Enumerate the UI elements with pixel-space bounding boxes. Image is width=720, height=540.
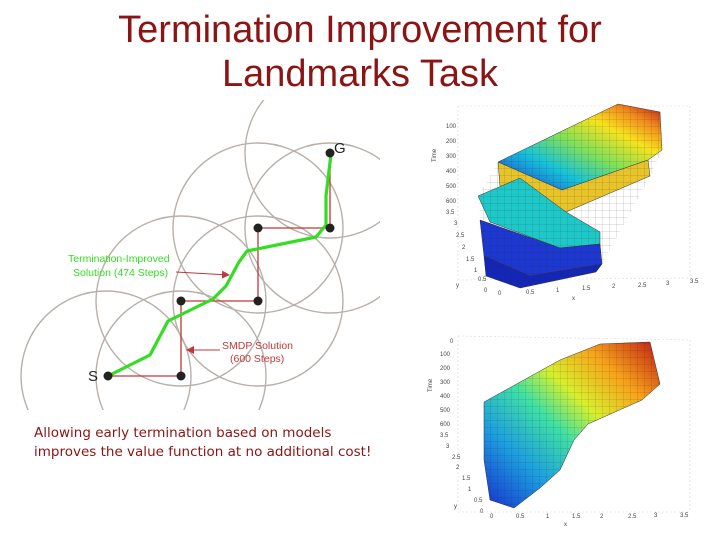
bottom-x-tick: 0.5 — [516, 514, 525, 520]
bottom-y-tick: 0 — [480, 509, 484, 515]
bottom-y-tick: 1.5 — [462, 476, 471, 482]
top-z-tick: 100 — [446, 124, 457, 130]
smdp-label-line-2: (600 Steps) — [230, 353, 284, 365]
landmark-circle — [20, 290, 192, 410]
top-z-tick: 600 — [446, 199, 457, 205]
top-x-tick: 3 — [666, 281, 670, 287]
landmark-circle — [244, 100, 380, 239]
bottom-x-tick: 1.5 — [572, 514, 581, 520]
top-y-tick: 0.5 — [478, 277, 487, 283]
improved-arrow — [175, 270, 230, 279]
bottom-z-tick: 600 — [440, 422, 451, 428]
bottom-z-tick: 400 — [440, 394, 451, 400]
bottom-y-tick: 2.5 — [452, 455, 461, 461]
goal-landmark — [325, 148, 335, 158]
start-landmark — [103, 371, 113, 381]
start-label: S — [88, 368, 98, 385]
bottom-y-tick: 1 — [468, 487, 472, 493]
landmark-points — [103, 148, 335, 381]
bottom-z-tick: 300 — [440, 380, 451, 386]
improved-label-line-1: Termination-Improved — [68, 253, 170, 265]
top-x-tick: 2 — [612, 284, 616, 290]
landmark-circle — [172, 142, 344, 314]
landmark-dot — [325, 223, 335, 233]
bottom-plot-box — [457, 335, 691, 513]
top-z-tick: 200 — [446, 139, 457, 145]
slide-caption: Allowing early termination based on mode… — [34, 425, 372, 460]
top-y-tick: 2.5 — [456, 233, 465, 239]
goal-label: G — [334, 140, 346, 157]
landmark-dot — [176, 371, 186, 381]
top-surface-plot: 100 200 300 400 500 600 Time 3.5 3 2.5 2… — [432, 103, 699, 302]
bottom-y-label: y — [454, 504, 457, 510]
slide-title: Termination Improvement for Landmarks Ta… — [40, 8, 680, 96]
bottom-z-tick: 200 — [440, 366, 451, 372]
top-z-ticks: 100 200 300 400 500 600 — [446, 124, 457, 205]
bottom-x-tick: 0 — [490, 514, 494, 520]
top-z-tick: 500 — [446, 184, 457, 190]
bottom-x-tick: 2 — [600, 514, 604, 520]
bottom-x-ticks: 0 0.5 1 1.5 2 2.5 3 3.5 — [490, 513, 689, 520]
improved-label-line-2: Solution (474 Steps) — [73, 267, 168, 279]
top-y-ticks: 3.5 3 2.5 2 1.5 1 0.5 0 — [446, 210, 488, 294]
bottom-x-tick: 1 — [546, 514, 550, 520]
bottom-z-tick: 0 — [450, 339, 454, 345]
top-y-tick: 0 — [484, 288, 488, 294]
top-x-tick: 2.5 — [638, 283, 647, 289]
top-x-ticks: 0 0.5 1 1.5 2 2.5 3 3.5 — [498, 279, 699, 297]
title-line-2: Landmarks Task — [222, 53, 498, 95]
bottom-y-tick: 0.5 — [474, 498, 483, 504]
smdp-label-line-1: SMDP Solution — [222, 340, 293, 352]
top-y-tick: 2 — [462, 245, 466, 251]
top-y-tick: 1 — [474, 268, 478, 274]
landmark-dot — [253, 296, 263, 306]
top-x-label: x — [572, 296, 575, 302]
top-y-tick: 3.5 — [446, 210, 455, 216]
bottom-x-label: x — [564, 522, 567, 528]
top-x-tick: 1 — [556, 288, 560, 294]
bottom-y-tick: 3.5 — [440, 433, 449, 439]
top-plot-box — [457, 105, 691, 281]
bottom-x-tick: 3 — [654, 513, 658, 519]
bottom-z-tick: 100 — [440, 352, 451, 358]
top-y-tick: 3 — [454, 221, 458, 227]
bottom-z-label: Time — [428, 378, 434, 392]
landmark-circle — [244, 142, 380, 314]
top-y-tick: 1.5 — [466, 257, 475, 263]
improved-path — [107, 153, 333, 378]
bottom-z-tick: 500 — [440, 408, 451, 414]
landmark-dot — [176, 296, 186, 306]
top-y-label: y — [456, 283, 459, 289]
landmark-circle — [172, 215, 344, 387]
caption-box — [30, 414, 380, 500]
bottom-surface-plot: 0 100 200 300 400 500 600 Time 3.5 3 2.5… — [428, 335, 691, 528]
landmark-circles — [20, 100, 380, 410]
top-x-tick: 1.5 — [582, 286, 591, 292]
bottom-z-ticks: 0 100 200 300 400 500 600 — [440, 339, 454, 428]
top-z-label: Time — [432, 148, 438, 162]
title-line-1: Termination Improvement for — [118, 9, 602, 51]
top-z-tick: 400 — [446, 169, 457, 175]
bottom-x-tick: 2.5 — [628, 514, 637, 520]
bottom-y-ticks: 3.5 3 2.5 2 1.5 1 0.5 0 — [440, 433, 484, 515]
bottom-y-tick: 2 — [456, 465, 460, 471]
top-z-tick: 300 — [446, 154, 457, 160]
landmark-circle — [95, 290, 267, 410]
top-x-tick: 0.5 — [526, 290, 535, 296]
bottom-x-tick: 3.5 — [680, 513, 689, 519]
bottom-y-tick: 3 — [446, 444, 450, 450]
top-x-tick: 3.5 — [690, 279, 699, 285]
top-x-tick: 0 — [498, 291, 502, 297]
landmark-dot — [253, 223, 263, 233]
landmark-circle — [95, 215, 267, 387]
